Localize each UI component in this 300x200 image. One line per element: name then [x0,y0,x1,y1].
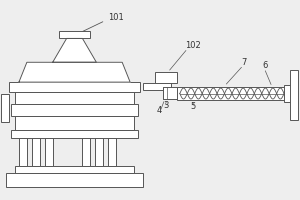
Bar [11,130,138,138]
Text: 101: 101 [108,13,124,22]
Polygon shape [53,38,96,62]
Text: 6: 6 [262,61,268,70]
Bar [163,87,177,99]
Bar [177,87,286,100]
Bar [45,138,53,166]
Bar [19,138,27,166]
Bar [155,72,177,83]
Bar [290,70,298,120]
Bar [284,85,292,102]
Text: 102: 102 [185,41,200,50]
Text: 5: 5 [191,102,196,111]
Polygon shape [19,62,130,82]
Bar [15,92,134,104]
Bar [15,116,134,130]
Bar [143,83,171,90]
Bar [95,138,103,166]
Bar [1,94,9,122]
Bar [9,82,140,92]
Bar [58,31,90,38]
Text: 7: 7 [242,58,247,67]
Text: 3: 3 [163,101,168,110]
Bar [6,173,143,187]
Bar [15,166,134,173]
Bar [11,104,138,116]
Bar [108,138,116,166]
Text: 4: 4 [157,106,162,115]
Bar [32,138,40,166]
Bar [82,138,90,166]
